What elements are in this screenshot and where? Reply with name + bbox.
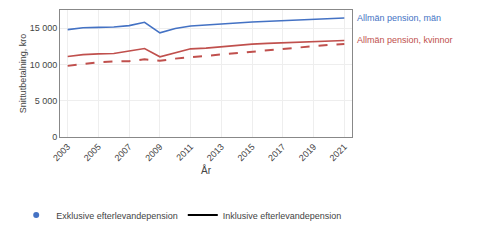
svg-text:5 000: 5 000: [35, 96, 58, 106]
svg-text:2013: 2013: [205, 142, 226, 163]
svg-text:15 000: 15 000: [30, 23, 58, 33]
svg-text:2009: 2009: [143, 142, 164, 163]
svg-text:2015: 2015: [235, 142, 256, 163]
svg-text:2003: 2003: [51, 142, 72, 163]
svg-text:Allmän pension, kvinnor: Allmän pension, kvinnor: [357, 35, 453, 45]
svg-text:10 000: 10 000: [30, 60, 58, 70]
svg-text:0: 0: [52, 132, 57, 142]
svg-text:2007: 2007: [113, 142, 134, 163]
svg-text:Exklusive efterlevandepension: Exklusive efterlevandepension: [56, 211, 178, 221]
svg-text:Allmän pension, män: Allmän pension, män: [357, 13, 441, 23]
svg-text:2005: 2005: [82, 142, 103, 163]
svg-text:2011: 2011: [174, 142, 195, 163]
svg-text:Snittutbetalning, kro: Snittutbetalning, kro: [18, 34, 28, 114]
svg-text:Inklusive efterlevandepension: Inklusive efterlevandepension: [223, 211, 342, 221]
svg-text:2017: 2017: [266, 142, 287, 163]
svg-text:2019: 2019: [297, 142, 318, 163]
svg-text:År: År: [201, 164, 212, 176]
svg-text:2021: 2021: [328, 142, 349, 163]
